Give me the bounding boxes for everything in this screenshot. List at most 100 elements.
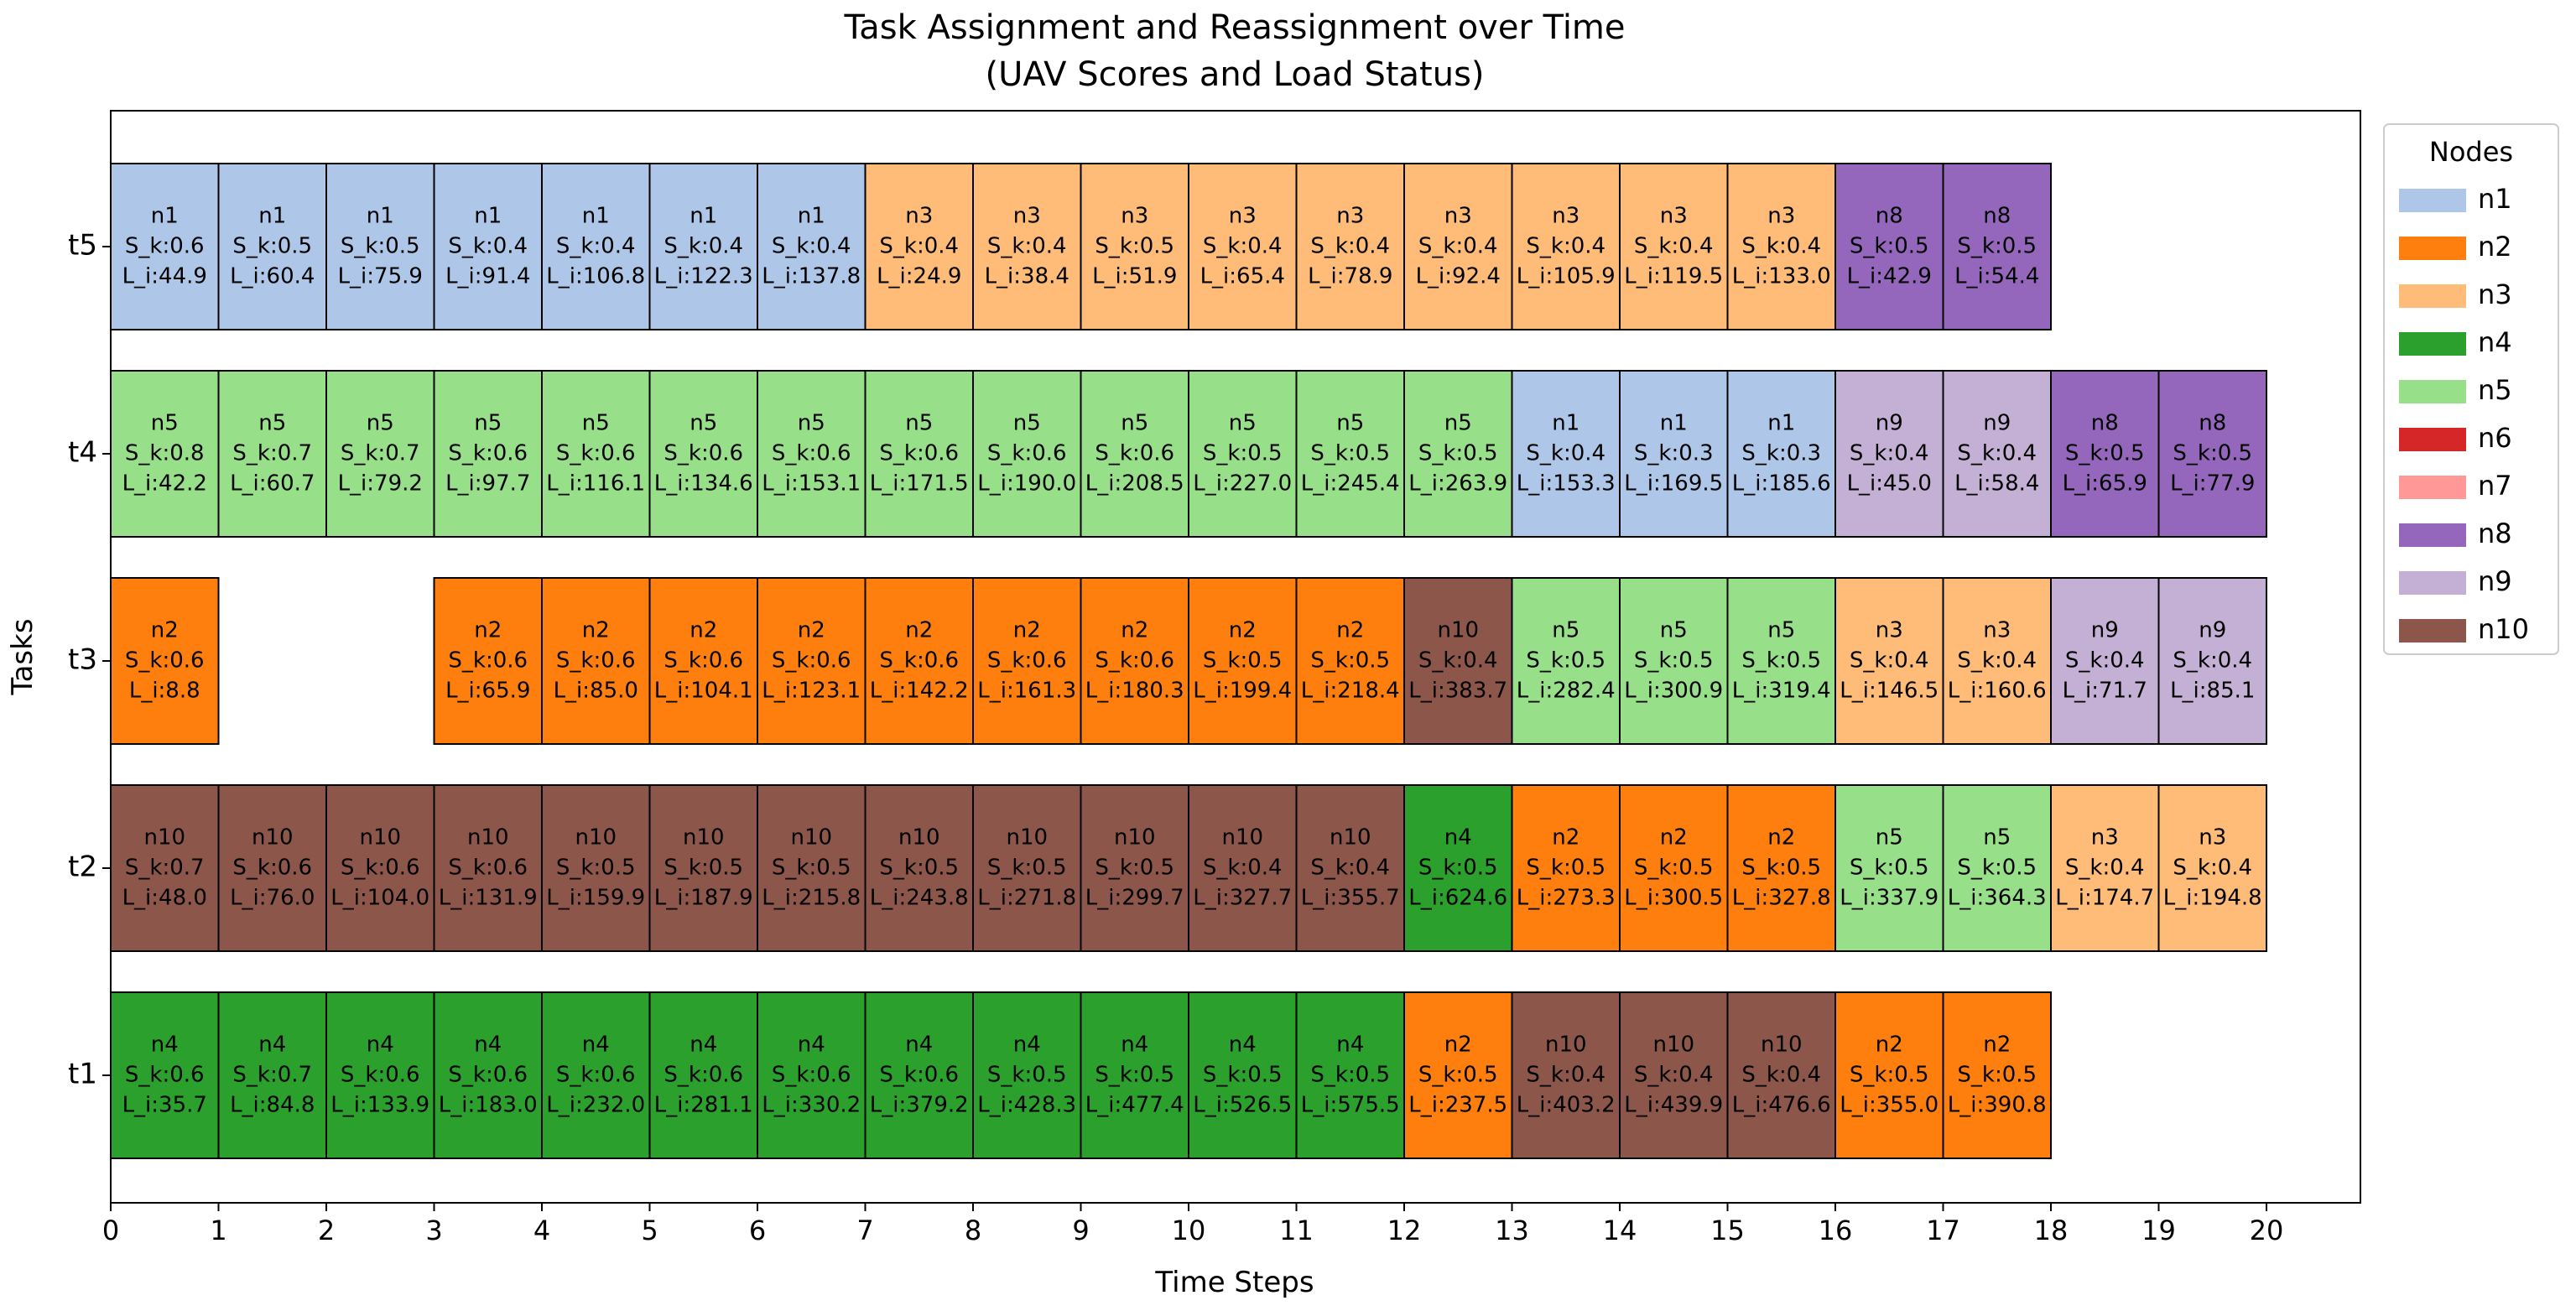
segment-node-label: n3 bbox=[2199, 825, 2226, 851]
task-segment-t4: n5 S_k:0.5 L_i:263.9 bbox=[1403, 370, 1513, 538]
segment-score-label: S_k:0.5 bbox=[1310, 648, 1390, 674]
x-tick-label: 6 bbox=[749, 1215, 766, 1246]
segment-score-label: S_k:0.6 bbox=[664, 441, 743, 466]
segment-load-label: L_i:337.9 bbox=[1840, 886, 1939, 911]
segment-bar bbox=[648, 577, 758, 745]
segment-node-label: n2 bbox=[1660, 825, 1688, 851]
segment-bar bbox=[2050, 370, 2160, 538]
segment-score-label: S_k:0.6 bbox=[664, 648, 743, 674]
segment-bar bbox=[864, 991, 974, 1159]
task-segment-t1: n2 S_k:0.5 L_i:237.5 bbox=[1403, 991, 1513, 1159]
segment-load-label: L_i:355.7 bbox=[1301, 886, 1400, 911]
segment-node-label: n10 bbox=[1114, 825, 1156, 851]
legend-swatch bbox=[2399, 237, 2466, 260]
segment-node-label: n5 bbox=[798, 411, 825, 436]
segment-node-label: n2 bbox=[1121, 618, 1148, 643]
segment-score-label: S_k:0.5 bbox=[1418, 856, 1498, 881]
segment-load-label: L_i:300.5 bbox=[1624, 886, 1723, 911]
legend-swatch bbox=[2399, 428, 2466, 451]
segment-load-label: L_i:319.4 bbox=[1732, 679, 1831, 704]
task-segment-t4: n5 S_k:0.5 L_i:245.4 bbox=[1295, 370, 1405, 538]
segment-score-label: S_k:0.5 bbox=[1526, 648, 1605, 674]
task-segment-t5: n1 S_k:0.4 L_i:122.3 bbox=[648, 163, 758, 330]
segment-load-label: L_i:92.4 bbox=[1416, 264, 1501, 289]
segment-bar bbox=[1619, 163, 1729, 330]
segment-load-label: L_i:187.9 bbox=[654, 886, 753, 911]
task-segment-t1: n10 S_k:0.4 L_i:403.2 bbox=[1511, 991, 1621, 1159]
segment-score-label: S_k:0.8 bbox=[125, 441, 205, 466]
x-tick-label: 0 bbox=[102, 1215, 119, 1246]
segment-load-label: L_i:159.9 bbox=[546, 886, 645, 911]
y-tick-label: t1 bbox=[68, 1058, 97, 1091]
segment-load-label: L_i:137.8 bbox=[762, 264, 861, 289]
task-segment-t5: n1 S_k:0.5 L_i:75.9 bbox=[325, 163, 435, 330]
x-tick-label: 9 bbox=[1072, 1215, 1089, 1246]
chart-title-line-2: (UAV Scores and Load Status) bbox=[985, 55, 1484, 94]
segment-bar bbox=[325, 370, 435, 538]
segment-node-label: n4 bbox=[367, 1033, 394, 1058]
x-axis-label: Time Steps bbox=[1154, 1266, 1314, 1299]
legend-label: n6 bbox=[2478, 422, 2512, 454]
segment-load-label: L_i:142.2 bbox=[870, 679, 969, 704]
segment-node-label: n5 bbox=[367, 411, 394, 436]
segment-node-label: n4 bbox=[1336, 1033, 1364, 1058]
segment-load-label: L_i:85.0 bbox=[554, 679, 638, 704]
segment-load-label: L_i:60.4 bbox=[230, 264, 315, 289]
segment-bar bbox=[541, 784, 651, 952]
segment-load-label: L_i:477.4 bbox=[1085, 1093, 1184, 1118]
segment-load-label: L_i:133.9 bbox=[330, 1093, 429, 1118]
task-segment-t4: n1 S_k:0.4 L_i:153.3 bbox=[1511, 370, 1621, 538]
segment-node-label: n3 bbox=[1767, 204, 1795, 229]
segment-bar bbox=[325, 163, 435, 330]
segment-bar bbox=[541, 163, 651, 330]
segment-load-label: L_i:169.5 bbox=[1624, 471, 1723, 497]
segment-load-label: L_i:76.0 bbox=[230, 886, 315, 911]
segment-load-label: L_i:299.7 bbox=[1085, 886, 1184, 911]
segment-bar bbox=[433, 577, 543, 745]
segment-load-label: L_i:174.7 bbox=[2055, 886, 2154, 911]
segment-node-label: n4 bbox=[690, 1033, 717, 1058]
segment-load-label: L_i:44.9 bbox=[122, 264, 207, 289]
task-segment-t1: n10 S_k:0.4 L_i:476.6 bbox=[1726, 991, 1836, 1159]
segment-load-label: L_i:84.8 bbox=[230, 1093, 315, 1118]
segment-score-label: S_k:0.6 bbox=[232, 856, 312, 881]
segment-load-label: L_i:327.7 bbox=[1193, 886, 1292, 911]
segment-score-label: S_k:0.6 bbox=[879, 648, 959, 674]
segment-node-label: n4 bbox=[1013, 1033, 1041, 1058]
x-tick-label: 8 bbox=[965, 1215, 981, 1246]
legend-entry-n5: n5 bbox=[2399, 374, 2512, 406]
segment-bar bbox=[1295, 163, 1405, 330]
segment-bar bbox=[757, 163, 866, 330]
segment-bar bbox=[757, 784, 866, 952]
segment-score-label: S_k:0.5 bbox=[1203, 1063, 1283, 1088]
segment-score-label: S_k:0.6 bbox=[125, 234, 205, 259]
task-segment-t2: n10 S_k:0.4 L_i:327.7 bbox=[1188, 784, 1298, 952]
segment-score-label: S_k:0.7 bbox=[232, 1063, 312, 1088]
segment-node-label: n10 bbox=[359, 825, 401, 851]
segment-score-label: S_k:0.4 bbox=[1203, 234, 1283, 259]
segment-node-label: n10 bbox=[683, 825, 725, 851]
segment-bar bbox=[1942, 577, 2052, 745]
task-segment-t5: n3 S_k:0.4 L_i:119.5 bbox=[1619, 163, 1729, 330]
segment-load-label: L_i:383.7 bbox=[1408, 679, 1507, 704]
legend-swatch bbox=[2399, 619, 2466, 642]
task-segment-t5: n8 S_k:0.5 L_i:54.4 bbox=[1942, 163, 2052, 330]
segment-bar bbox=[110, 577, 220, 745]
segment-score-label: S_k:0.5 bbox=[772, 856, 851, 881]
task-segment-t1: n4 S_k:0.6 L_i:379.2 bbox=[864, 991, 974, 1159]
segment-node-label: n2 bbox=[1876, 1033, 1903, 1058]
segment-score-label: S_k:0.5 bbox=[1095, 1063, 1174, 1088]
segment-bar bbox=[1295, 370, 1405, 538]
segment-load-label: L_i:42.9 bbox=[1847, 264, 1932, 289]
segment-load-label: L_i:106.8 bbox=[546, 264, 645, 289]
task-segment-t1: n2 S_k:0.5 L_i:355.0 bbox=[1834, 991, 1944, 1159]
segment-load-label: L_i:85.1 bbox=[2170, 679, 2255, 704]
segment-score-label: S_k:0.6 bbox=[987, 441, 1067, 466]
segment-node-label: n10 bbox=[1652, 1033, 1694, 1058]
segment-bar bbox=[1619, 577, 1729, 745]
task-segment-t2: n4 S_k:0.5 L_i:624.6 bbox=[1403, 784, 1513, 952]
segment-load-label: L_i:327.8 bbox=[1732, 886, 1831, 911]
segment-score-label: S_k:0.5 bbox=[232, 234, 312, 259]
task-segment-t5: n3 S_k:0.4 L_i:38.4 bbox=[972, 163, 1082, 330]
